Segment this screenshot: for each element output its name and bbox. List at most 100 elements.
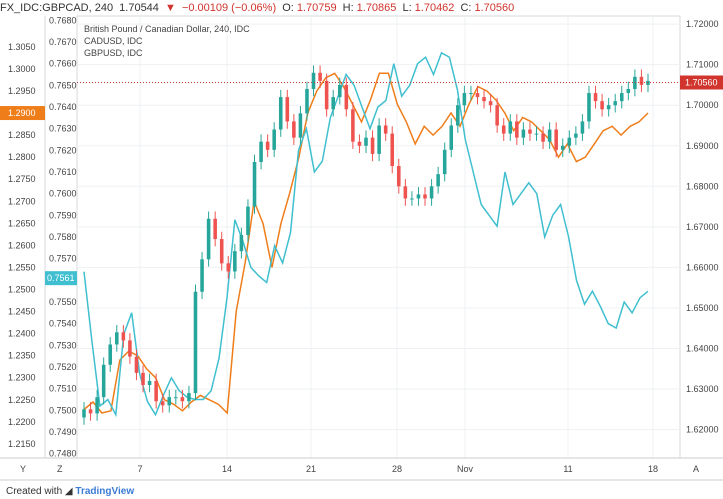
gbpusd-axis-tick-label: 1.2300 [8,373,36,383]
candle-body [606,105,611,110]
candle-body [160,401,165,406]
candle-body [456,105,460,126]
axis-button-y[interactable]: Y [20,464,26,474]
candle-body [436,174,440,187]
gbpusd-axis-tick-label: 1.2200 [8,417,36,427]
time-axis-tick-label: Nov [457,464,474,474]
candle-body [298,113,303,138]
created-with-label: Created with [6,486,63,497]
axis-button-a[interactable]: A [693,464,699,474]
cadusd-axis-tick-label: 0.7570 [49,254,77,264]
symbol-label[interactable]: FX_IDC:GBPCAD, 240 [0,2,114,14]
candle-body [547,129,552,142]
candle-body [580,121,585,134]
candle-body [252,161,257,207]
legend-cadusd[interactable]: CADUSD, IDC [84,36,143,46]
candle-body [534,133,539,135]
candle-body [278,97,283,130]
tradingview-brand[interactable]: TradingView [75,486,135,497]
legend-main-series[interactable]: British Pound / Canadian Dollar, 240, ID… [84,24,250,34]
cadusd-axis-tick-label: 0.7500 [49,405,77,415]
candle-body [429,186,434,199]
candle-body [449,125,454,150]
gbpusd-axis-tick-label: 1.2850 [8,130,36,140]
cadusd-axis-tick-label: 0.7680 [49,15,77,25]
candle-body [318,72,322,81]
candle-body [626,88,631,94]
cadusd-axis-tick-label: 0.7630 [49,124,77,134]
open-value: 1.70759 [296,2,337,14]
cadusd-axis-tick-label: 0.7490 [49,427,77,437]
axis-button-z[interactable]: Z [57,464,63,474]
candle-body [390,133,395,167]
axis-buttons[interactable]: Y Z A [20,464,699,474]
candle-body [154,380,158,402]
candle-body [147,380,152,386]
gbpusd-axis-tick-label: 1.2550 [8,262,36,272]
candle-body [324,80,329,110]
candle-body [101,364,106,398]
candle-body [469,93,473,95]
candle-body [495,105,499,126]
candle-body [587,93,591,122]
gbpusd-axis-tick-label: 1.2400 [8,329,36,339]
gbpusd-axis-tick-label: 1.2700 [8,196,36,206]
close-value: 1.70560 [474,2,515,14]
candle-body [593,93,598,102]
cadusd-price-badge [45,271,77,286]
current-price-badge [680,75,723,90]
gbpusd-axis-tick-label: 1.2800 [8,152,36,162]
low-label: L: [402,2,412,14]
time-axis-tick-label: 7 [137,464,142,474]
grid [76,15,681,459]
cadusd-axis-tick-label: 0.7660 [49,59,77,69]
left-price-axes[interactable]: 0.7680 0.7670 0.7660 0.7650 0.7640 0.7630 0.76… [0,15,77,459]
right-axis-tick-label: 1.62000 [686,425,719,435]
candle-body [344,84,349,110]
gbpusd-axis-tick-label: 1.2500 [8,284,36,294]
cadusd-axis-tick-label: 0.7620 [49,145,77,155]
current-price-label: 1.70560 [685,78,718,88]
candle-body [219,239,224,264]
gbpusd-axis-tick-label: 1.2350 [8,351,36,361]
right-axis-tick-label: 1.65000 [686,303,719,313]
candle-body [423,194,427,199]
candle-body [167,397,172,406]
candle-body [285,97,290,122]
candle-body [226,263,231,272]
legend-gbpusd[interactable]: GBPUSD, IDC [84,48,143,58]
candle-body [370,137,375,154]
time-axis-tick-label: 18 [648,464,658,474]
right-price-axis[interactable]: 1.72000 1.71000 1.70000 1.69000 1.68000 1.670… [680,19,723,435]
candle-body [442,149,447,175]
legend: British Pound / Canadian Dollar, 240, ID… [84,24,250,58]
candle-body [403,186,408,199]
candle-body [174,397,178,399]
candle-body [619,93,624,102]
time-axis[interactable]: 7 14 21 28 Nov 11 18 [0,457,723,481]
candle-body [213,218,217,240]
time-axis-tick-label: 11 [563,464,572,474]
candle-body [475,93,480,98]
gbpusd-axis-tick-label: 1.2950 [8,86,36,96]
candle-body [128,340,132,357]
gbpusd-axis-tick-label: 1.3050 [8,42,36,52]
right-axis-tick-label: 1.71000 [686,60,719,70]
candle-body [600,101,604,110]
gbpusd-axis-tick-label: 1.2250 [8,395,36,405]
cadusd-axis-tick-label: 0.7650 [49,80,77,90]
series-layer [77,51,680,425]
candle-body [272,129,276,150]
cadusd-axis-tick-label: 0.7530 [49,340,77,350]
candle-body [141,372,145,386]
candle-body [187,393,191,402]
candle-body [265,141,270,150]
candle-body [521,129,526,138]
down-arrow-icon: ▼ [164,2,176,14]
gbpusd-axis-tick-label: 1.3000 [8,64,36,74]
candle-body [206,218,211,260]
candle-body [200,259,204,292]
candle-body [259,141,263,162]
candle-body [357,141,362,146]
